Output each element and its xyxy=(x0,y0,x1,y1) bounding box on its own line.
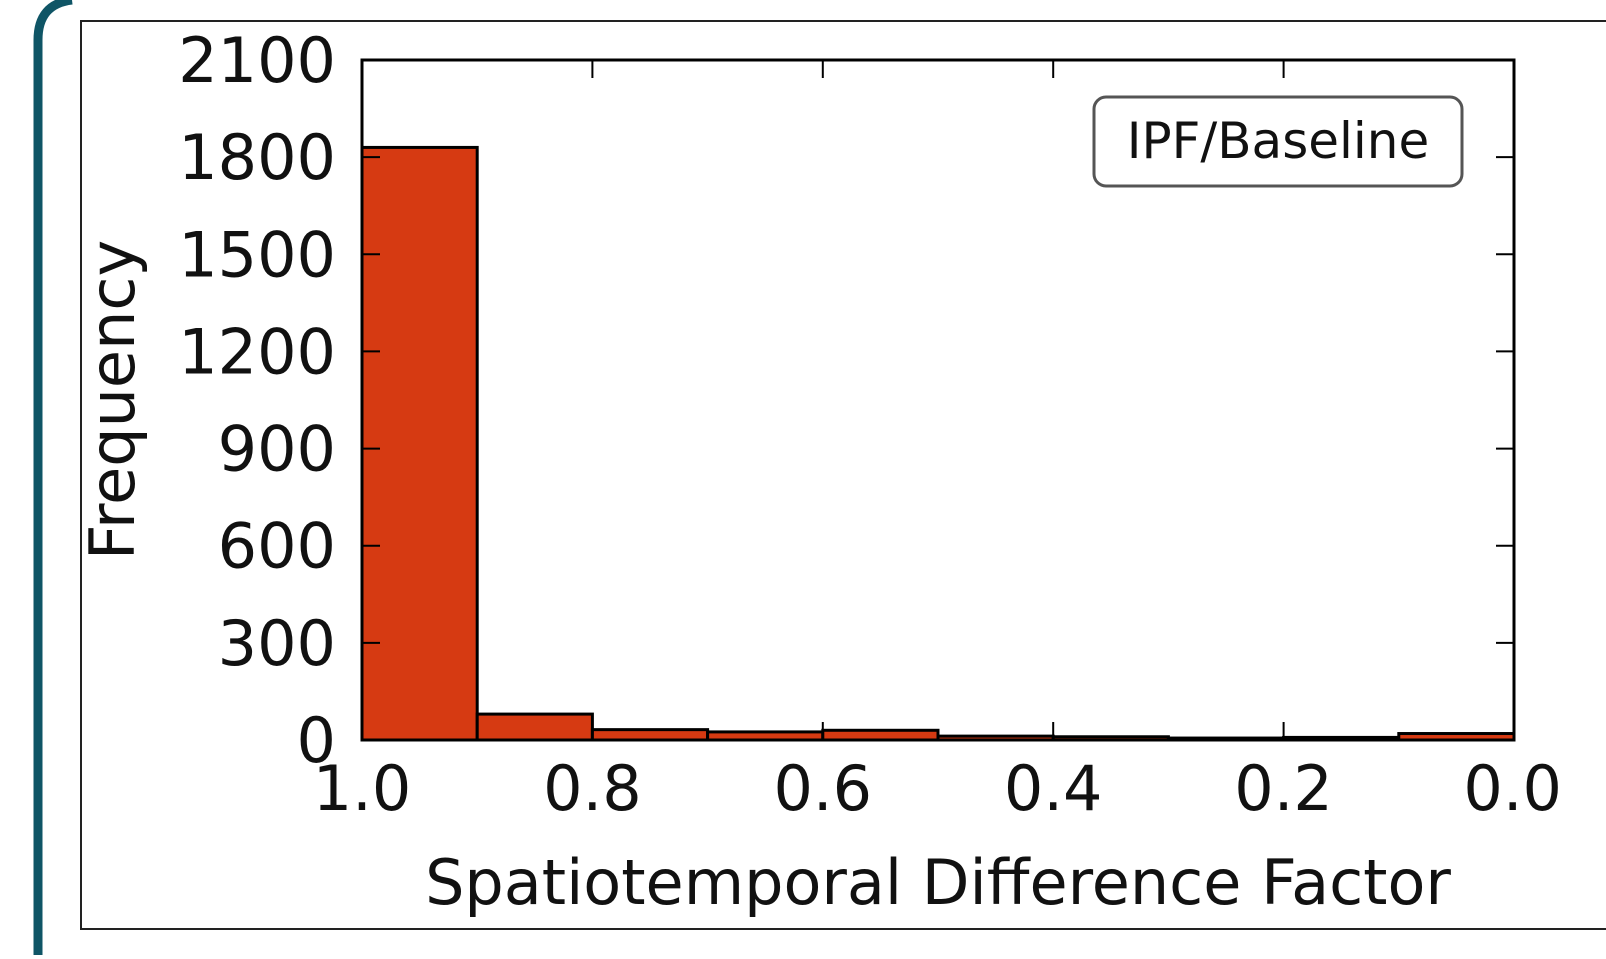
y-tick-label-7: 2100 xyxy=(178,24,336,97)
y-tick-label-4: 1200 xyxy=(178,315,336,388)
histogram-bar-1 xyxy=(360,145,479,742)
y-tick-label-2: 600 xyxy=(218,510,336,583)
y-axis-label: Frequency xyxy=(76,240,149,560)
x-tick-labels: 1.0 0.8 0.6 0.4 0.2 0.0 xyxy=(313,752,1562,825)
y-tick-label-3: 900 xyxy=(218,413,336,486)
y-tick-labels: 0 300 600 900 1200 1500 1800 2100 xyxy=(178,24,336,777)
y-tick-label-0: 0 xyxy=(297,704,336,777)
x-tick-label-3: 0.4 xyxy=(1004,752,1103,825)
x-tick-label-1: 0.8 xyxy=(543,752,642,825)
legend-label: IPF/Baseline xyxy=(1127,112,1430,170)
x-tick-label-2: 0.6 xyxy=(773,752,872,825)
legend: IPF/Baseline xyxy=(1092,95,1464,188)
legend-box xyxy=(1092,95,1464,188)
histogram-bar-3 xyxy=(590,728,710,742)
plot-area xyxy=(360,58,1516,742)
y-tick-label-5: 1500 xyxy=(178,218,336,291)
y-tick-label-6: 1800 xyxy=(178,121,336,194)
histogram-bar-2 xyxy=(475,712,594,742)
slide-frame xyxy=(33,0,73,955)
x-tick-label-0: 1.0 xyxy=(313,752,412,825)
x-axis-label: Spatiotemporal Difference Factor xyxy=(425,846,1451,919)
x-tick-label-4: 0.2 xyxy=(1234,752,1333,825)
y-tick-label-1: 300 xyxy=(218,607,336,680)
x-tick-label-5: 0.0 xyxy=(1463,752,1562,825)
